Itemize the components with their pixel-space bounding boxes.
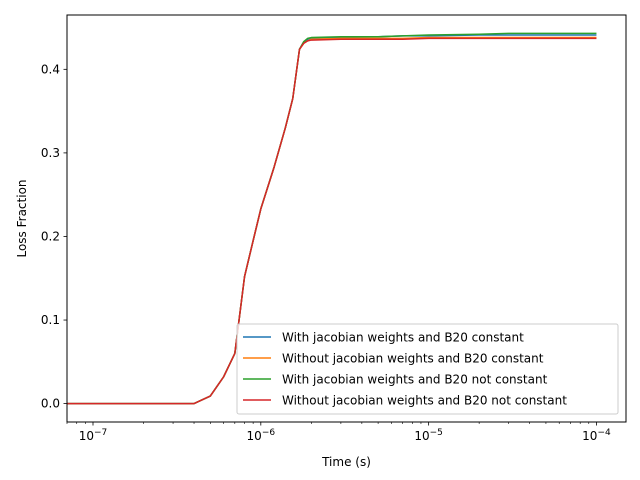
legend-label-0: With jacobian weights and B20 constant xyxy=(282,331,524,345)
y-tick-label: 0.3 xyxy=(41,146,60,160)
legend-label-2: With jacobian weights and B20 not consta… xyxy=(282,373,548,387)
y-tick-label: 0.2 xyxy=(41,229,60,243)
legend-label-3: Without jacobian weights and B20 not con… xyxy=(282,394,567,408)
y-tick-label: 0.1 xyxy=(41,313,60,327)
x-axis-ticks: 10−7 10−6 10−5 10−4 xyxy=(66,422,611,443)
series-layer xyxy=(67,32,597,405)
x-axis-label: Time (s) xyxy=(321,455,371,469)
x-tick-label: 10−5 xyxy=(414,428,443,443)
y-tick-label: 0.4 xyxy=(41,62,60,76)
x-tick-label: 10−4 xyxy=(582,428,611,443)
y-tick-label: 0.0 xyxy=(41,397,60,411)
plot-frame xyxy=(66,14,627,423)
legend-box xyxy=(236,323,619,415)
y-axis-ticks: 0.0 0.1 0.2 0.3 0.4 xyxy=(41,62,67,411)
y-axis-label: Loss Fraction xyxy=(15,179,29,257)
x-tick-label: 10−7 xyxy=(79,428,108,443)
legend: With jacobian weights and B20 constant Wi… xyxy=(236,323,619,415)
series-line-3 xyxy=(67,37,597,405)
legend-label-1: Without jacobian weights and B20 constan… xyxy=(282,352,544,366)
x-tick-label: 10−6 xyxy=(247,428,276,443)
